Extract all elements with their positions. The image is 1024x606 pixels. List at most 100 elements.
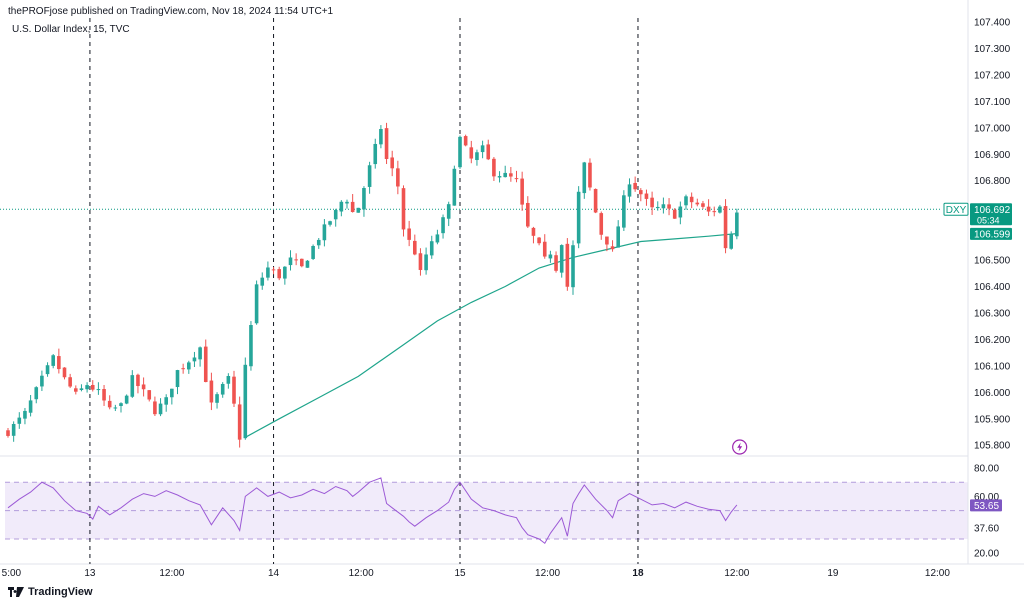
- time-tick-label: 19: [827, 568, 839, 579]
- candle-body: [576, 191, 581, 244]
- rsi-current-label: 53.65: [974, 501, 999, 512]
- rsi-tick-label: 37.60: [974, 524, 999, 535]
- candle-body: [17, 417, 22, 424]
- candle-body: [28, 400, 33, 413]
- candle-body: [463, 136, 468, 146]
- time-tick-label: 13: [84, 568, 96, 579]
- candle-body: [706, 206, 711, 212]
- candle-body: [254, 284, 259, 324]
- candle-body: [237, 404, 242, 440]
- tradingview-logo-icon: [8, 587, 24, 597]
- time-tick-label: 12:00: [159, 568, 184, 579]
- candle-body: [79, 388, 84, 391]
- candle-body: [593, 188, 598, 213]
- rsi-tick-label: 60.00: [974, 492, 999, 503]
- candle-body: [548, 254, 553, 259]
- tradingview-brand[interactable]: TradingView: [8, 584, 93, 600]
- rsi-tick-label: 80.00: [974, 464, 999, 475]
- candle-body: [452, 168, 457, 206]
- candle-body: [356, 207, 361, 213]
- candle-body: [283, 266, 287, 279]
- candle-body: [503, 172, 507, 178]
- candle-body: [526, 202, 530, 227]
- candle-body: [34, 387, 39, 400]
- candle-body: [520, 178, 524, 205]
- candle-body: [113, 407, 118, 409]
- candle-body: [209, 380, 214, 403]
- symbol-label: DXY: [946, 205, 967, 216]
- time-tick-label: 15: [454, 568, 466, 579]
- candle-body: [57, 356, 61, 370]
- candle-body: [164, 397, 168, 405]
- candle-body: [305, 260, 310, 268]
- candle-body: [718, 206, 722, 213]
- candle-body: [232, 376, 236, 404]
- candle-body: [689, 196, 694, 203]
- candle-body: [610, 246, 615, 250]
- rsi-tick-label: 20.00: [974, 549, 999, 560]
- price-tick-label: 107.200: [974, 70, 1011, 81]
- candle-body: [68, 377, 72, 387]
- price-tick-label: 106.400: [974, 282, 1011, 293]
- time-tick-label: 14: [268, 568, 280, 579]
- time-tick-label: 12:00: [535, 568, 560, 579]
- candle-body: [384, 128, 389, 160]
- candle-body: [277, 269, 281, 279]
- last-price-label: 106.692: [974, 205, 1011, 216]
- candle-body: [542, 241, 547, 257]
- candle-body: [492, 158, 496, 177]
- candle-body: [96, 389, 101, 391]
- candle-body: [373, 143, 378, 165]
- candle-body: [424, 254, 428, 271]
- price-tick-label: 105.900: [974, 414, 1011, 425]
- candle-body: [559, 245, 564, 273]
- rsi-line: [7, 477, 738, 545]
- time-tick-label: 18: [632, 568, 644, 579]
- candle-body: [729, 234, 733, 249]
- candle-body: [514, 178, 519, 180]
- candle-body: [220, 383, 225, 395]
- candle-body: [175, 370, 180, 388]
- symbol-pill: [943, 202, 969, 216]
- candle-body: [203, 346, 208, 383]
- candle-body: [723, 206, 728, 249]
- candle-body: [90, 384, 95, 390]
- price-tick-label: 106.300: [974, 308, 1011, 319]
- countdown-label: 05:34: [977, 215, 1000, 225]
- candle-body: [243, 364, 248, 439]
- candle-body: [192, 357, 197, 362]
- candle-body: [627, 184, 632, 197]
- candle-body: [480, 145, 485, 153]
- candle-body: [475, 152, 479, 161]
- rsi-current-pill: [970, 499, 1002, 512]
- candle-body: [300, 258, 304, 267]
- published-caption: thePROFjose published on TradingView.com…: [8, 6, 334, 17]
- ma-value-label: 106.599: [974, 229, 1011, 240]
- symbol-title: U.S. Dollar Index, 15, TVC: [12, 24, 130, 35]
- candle-body: [644, 193, 649, 199]
- candle-body: [684, 196, 688, 206]
- brand-label: TradingView: [28, 586, 93, 598]
- candle-body: [639, 190, 643, 195]
- candle-body: [396, 168, 400, 187]
- candle-body: [141, 384, 146, 390]
- candle-body: [51, 355, 55, 366]
- candle-body: [571, 245, 575, 288]
- candle-body: [509, 173, 513, 177]
- candle-body: [11, 423, 16, 436]
- candle-body: [435, 234, 440, 243]
- candle-body: [350, 201, 355, 212]
- price-tick-label: 106.800: [974, 176, 1011, 187]
- candle-body: [23, 410, 27, 419]
- flash-icon: [732, 439, 748, 455]
- candle-body: [260, 277, 265, 286]
- candle-body: [215, 394, 219, 403]
- candle-body: [469, 147, 474, 159]
- price-tick-label: 107.100: [974, 97, 1011, 108]
- candle-body: [582, 162, 587, 194]
- candle-body: [40, 375, 44, 387]
- candle-body: [650, 197, 654, 208]
- candle-body: [605, 236, 609, 245]
- candle-body: [170, 388, 174, 398]
- price-tick-label: 105.800: [974, 441, 1011, 452]
